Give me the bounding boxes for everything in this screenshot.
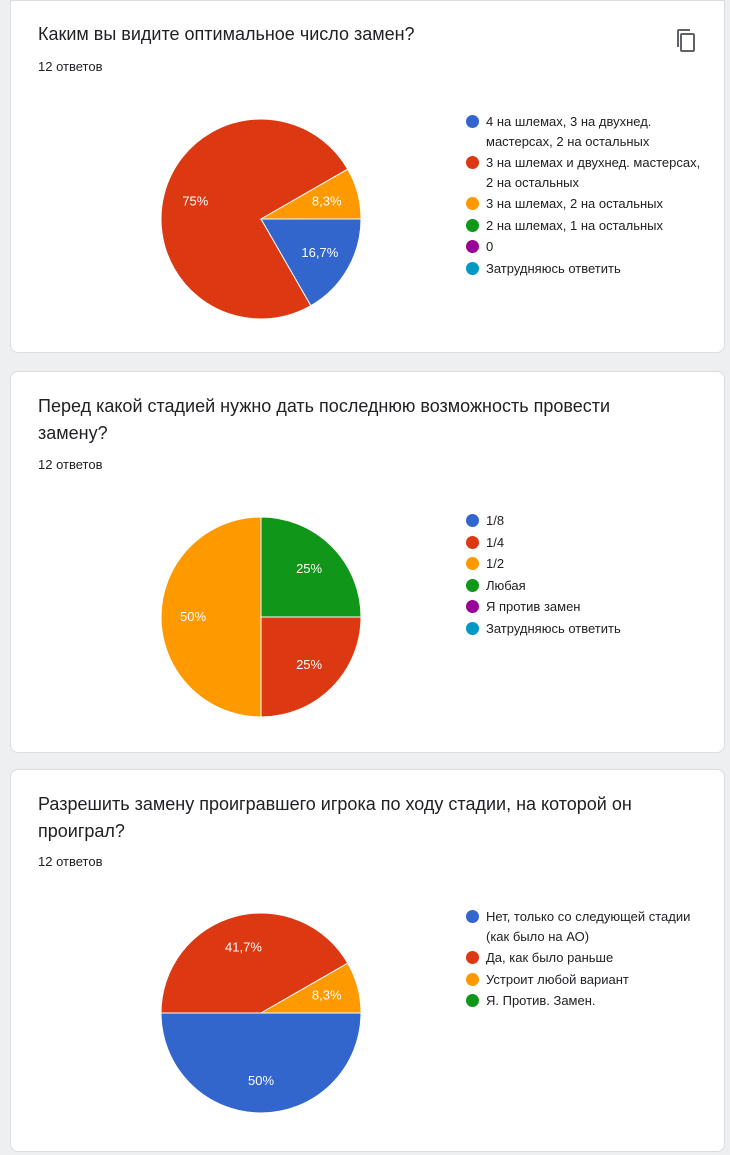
legend-swatch xyxy=(466,156,479,169)
legend-item: Нет, только со следующей стадии (как был… xyxy=(466,907,706,946)
question-title: Перед какой стадией нужно дать последнюю… xyxy=(38,396,611,443)
slice-label: 8,3% xyxy=(312,193,342,208)
pie-slice xyxy=(260,218,362,307)
pie-slice xyxy=(160,912,349,1014)
copy-chart-button[interactable] xyxy=(673,27,699,55)
legend-swatch xyxy=(466,557,479,570)
legend-item: 3 на шлемах и двухнед. мастерсах, 2 на о… xyxy=(466,153,706,192)
legend-item: Любая xyxy=(466,576,706,596)
slice-label: 75% xyxy=(182,193,208,208)
slice-label: 25% xyxy=(296,657,322,672)
legend-label: 3 на шлемах, 2 на остальных xyxy=(486,196,664,211)
legend-item: Устроит любой вариант xyxy=(466,970,706,990)
legend-swatch xyxy=(466,994,479,1007)
response-count: 12 ответов xyxy=(38,59,103,74)
legend-label: 3 на шлемах и двухнед. мастерсах, 2 на о… xyxy=(486,155,701,190)
legend-item: 1/8 xyxy=(466,511,706,531)
legend-swatch xyxy=(466,115,479,128)
legend-item: 1/4 xyxy=(466,533,706,553)
legend-label: Я. Против. Замен. xyxy=(486,993,596,1008)
legend-item: 3 на шлемах, 2 на остальных xyxy=(466,194,706,214)
pie-chart: 50% 41,7% 8,3% xyxy=(160,912,362,1114)
pie-slice xyxy=(260,516,362,618)
legend-item: Затрудняюсь ответить xyxy=(466,619,706,639)
legend-swatch xyxy=(466,514,479,527)
legend-label: 2 на шлемах, 1 на остальных xyxy=(486,217,664,233)
slice-label: 16,7% xyxy=(301,245,338,260)
pie-slice xyxy=(160,1012,362,1114)
legend-item: Затрудняюсь ответить xyxy=(466,259,706,279)
slice-label: 41,7% xyxy=(225,939,262,954)
legend-item: 2 на шлемах, 1 на остальных xyxy=(466,216,706,236)
response-count: 12 ответов xyxy=(38,854,103,869)
chart-legend: Нет, только со следующей стадии (как был… xyxy=(466,907,706,1013)
legend-label: 1/4 xyxy=(486,534,505,550)
pie-chart: 16,7% 75% 8,3% xyxy=(160,118,362,320)
legend-label: Да, как было раньше xyxy=(486,950,614,965)
slice-label: 25% xyxy=(296,561,322,576)
legend-label: Затрудняюсь ответить xyxy=(486,620,621,636)
pie-slice xyxy=(259,168,362,220)
copy-icon xyxy=(677,29,695,52)
legend-item: 4 на шлемах, 3 на двухнед. мастерсах, 2 … xyxy=(466,112,706,151)
slice-label: 50% xyxy=(248,1073,274,1088)
legend-swatch xyxy=(466,218,479,232)
legend-item: Да, как было раньше xyxy=(466,948,706,968)
legend-swatch xyxy=(466,621,479,635)
legend-label: 0 xyxy=(486,239,494,254)
question-card: Каким вы видите оптимальное число замен?… xyxy=(10,0,725,353)
pie-slice xyxy=(160,118,349,320)
pie-slice xyxy=(259,962,362,1014)
legend-swatch xyxy=(466,578,479,592)
legend-label: 1/2 xyxy=(486,556,505,571)
legend-swatch xyxy=(466,910,479,923)
legend-item: Я. Против. Замен. xyxy=(466,991,706,1011)
pie-slice xyxy=(160,516,262,718)
legend-label: Я против замен xyxy=(486,599,581,614)
chart-legend: 4 на шлемах, 3 на двухнед. мастерсах, 2 … xyxy=(466,112,706,280)
legend-label: 4 на шлемах, 3 на двухнед. мастерсах, 2 … xyxy=(486,114,652,149)
legend-swatch xyxy=(466,951,479,964)
legend-label: Устроит любой вариант xyxy=(486,971,629,987)
legend-swatch xyxy=(466,261,479,275)
legend-item: Я против замен xyxy=(466,597,706,617)
response-count: 12 ответов xyxy=(38,457,103,472)
pie-chart: 25% 50% 25% xyxy=(160,516,362,718)
legend-swatch xyxy=(466,197,479,210)
slice-label: 50% xyxy=(180,609,206,624)
legend-swatch xyxy=(466,535,479,549)
legend-swatch xyxy=(466,600,479,613)
legend-swatch xyxy=(466,972,479,986)
legend-label: 1/8 xyxy=(486,513,505,528)
question-card: Перед какой стадией нужно дать последнюю… xyxy=(10,371,725,753)
question-title: Каким вы видите оптимальное число замен? xyxy=(38,24,415,44)
legend-swatch xyxy=(466,240,479,253)
legend-label: Затрудняюсь ответить xyxy=(486,260,621,276)
pie-slice xyxy=(260,616,362,718)
legend-label: Любая xyxy=(486,577,526,593)
legend-item: 0 xyxy=(466,237,706,257)
question-card: Разрешить замену проигравшего игрока по … xyxy=(10,769,725,1152)
chart-legend: 1/8 1/4 1/2 Любая Я против замен Затрудняюсь … xyxy=(466,511,706,640)
slice-label: 8,3% xyxy=(312,987,342,1002)
legend-label: Нет, только со следующей стадии (как был… xyxy=(486,909,691,944)
legend-item: 1/2 xyxy=(466,554,706,574)
question-title: Разрешить замену проигравшего игрока по … xyxy=(38,794,632,841)
